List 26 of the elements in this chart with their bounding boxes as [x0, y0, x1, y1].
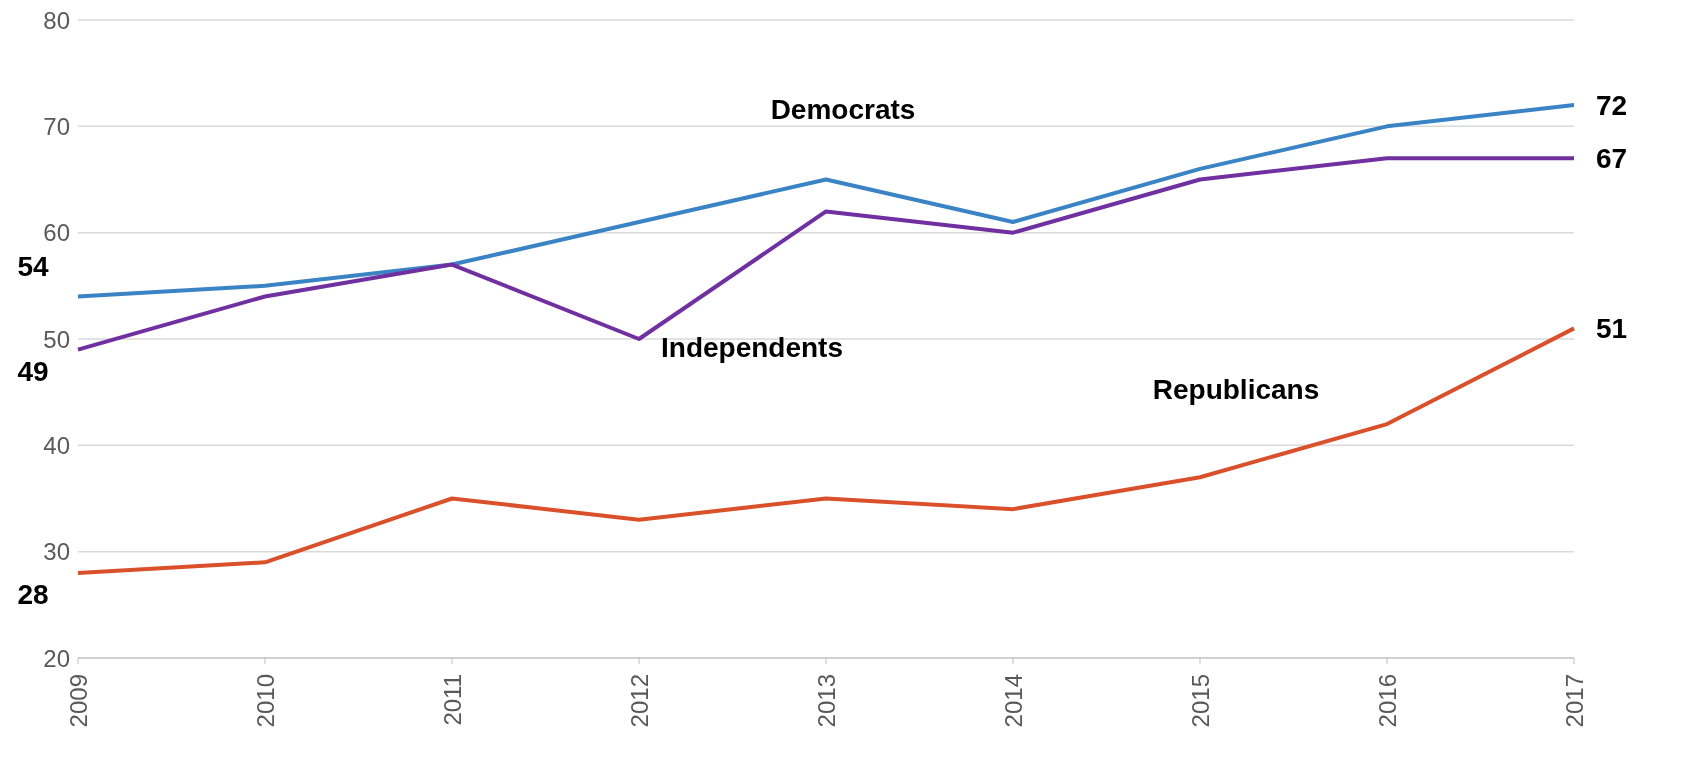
y-tick-label: 50 [43, 325, 70, 353]
series-label: Republicans [1152, 373, 1320, 405]
data-label: 67 [1596, 142, 1628, 174]
series-label: Independents [661, 331, 844, 363]
x-tick-label: 2011 [438, 674, 466, 726]
data-label: 28 [17, 579, 49, 611]
text: Democrats [770, 94, 916, 125]
y-tick-label: 30 [43, 538, 70, 566]
x-tick-label: 2014 [999, 674, 1027, 728]
x-tick-label: 2015 [1186, 674, 1214, 728]
x-tick-label: 2016 [1373, 674, 1401, 728]
x-tick-label: 2009 [64, 674, 92, 728]
y-tick-label: 70 [43, 112, 70, 140]
line-series [76, 326, 1576, 575]
data-label: 49 [17, 356, 49, 388]
y-tick-label: 80 [43, 6, 70, 34]
y-tick-label: 60 [43, 219, 70, 247]
data-label: 54 [17, 250, 49, 282]
x-tick-label: 2013 [812, 674, 840, 728]
data-label: 51 [1596, 312, 1628, 344]
x-tick-label: 2010 [251, 674, 279, 728]
y-tick-label: 40 [43, 431, 70, 459]
x-tick-label: 2017 [1560, 674, 1588, 728]
data-label: 72 [1596, 89, 1628, 121]
x-tick-label: 2012 [625, 674, 653, 728]
y-tick-label: 20 [43, 644, 70, 672]
